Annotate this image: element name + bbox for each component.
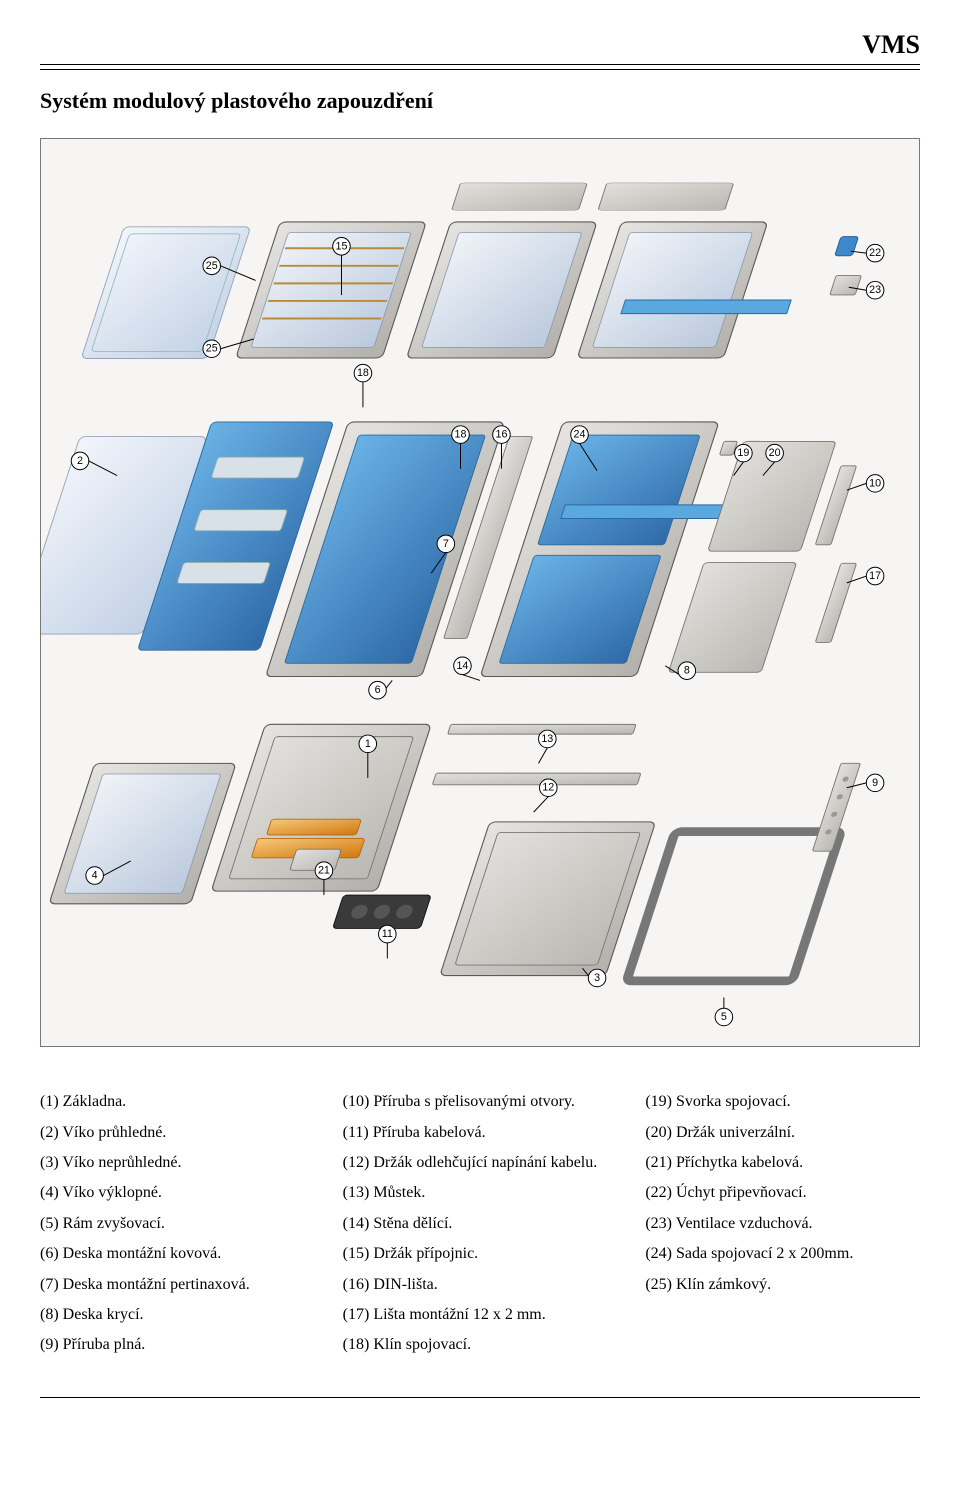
callout-6: 6	[369, 681, 387, 699]
legend-item: (7) Deska montážní pertinaxová.	[40, 1270, 315, 1300]
legend-item: (4) Víko výklopné.	[40, 1178, 315, 1208]
callout-1: 1	[359, 735, 377, 753]
callout-14: 14	[454, 657, 472, 675]
callout-21: 21	[315, 862, 333, 880]
legend-item: (20) Držák univerzální.	[645, 1118, 920, 1148]
svg-text:6: 6	[375, 684, 381, 696]
rule-top-thin	[40, 69, 920, 70]
legend-item: (18) Klín spojovací.	[343, 1330, 618, 1360]
svg-text:12: 12	[542, 782, 554, 794]
svg-text:4: 4	[92, 870, 98, 882]
svg-text:20: 20	[769, 447, 781, 459]
legend-item: (16) DIN-lišta.	[343, 1270, 618, 1300]
legend-item: (12) Držák odlehčující napínání kabelu.	[343, 1148, 618, 1178]
rule-bottom	[40, 1397, 920, 1398]
legend-item: (14) Stěna dělící.	[343, 1209, 618, 1239]
svg-text:25: 25	[206, 343, 218, 355]
callout-17: 17	[866, 567, 884, 585]
legend-item: (6) Deska montážní kovová.	[40, 1239, 315, 1269]
svg-text:22: 22	[869, 247, 881, 259]
svg-text:2: 2	[77, 455, 83, 467]
svg-text:18: 18	[357, 367, 369, 379]
legend-item: (22) Úchyt připevňovací.	[645, 1178, 920, 1208]
svg-text:21: 21	[318, 865, 330, 877]
svg-text:18: 18	[455, 429, 467, 441]
callout-19: 19	[735, 444, 753, 462]
legend-col-3: (19) Svorka spojovací. (20) Držák univer…	[645, 1087, 920, 1361]
callout-9: 9	[866, 774, 884, 792]
legend-item: (25) Klín zámkový.	[645, 1270, 920, 1300]
legend-item: (1) Základna.	[40, 1087, 315, 1117]
callout-5: 5	[715, 1008, 733, 1026]
svg-text:23: 23	[869, 284, 881, 296]
legend-item: (3) Víko neprůhledné.	[40, 1148, 315, 1178]
callout-20: 20	[766, 444, 784, 462]
legend-item: (9) Příruba plná.	[40, 1330, 315, 1360]
svg-text:11: 11	[382, 928, 393, 940]
callout-18: 18	[354, 364, 372, 382]
svg-text:16: 16	[495, 429, 507, 441]
callout-23: 23	[866, 281, 884, 299]
svg-text:17: 17	[869, 570, 881, 582]
legend-item: (15) Držák přípojnic.	[343, 1239, 618, 1269]
callout-24: 24	[571, 426, 589, 444]
svg-text:15: 15	[336, 240, 348, 252]
svg-text:8: 8	[684, 665, 690, 677]
svg-text:10: 10	[869, 477, 881, 489]
callout-12: 12	[540, 779, 558, 797]
legend-item: (19) Svorka spojovací.	[645, 1087, 920, 1117]
legend-item: (24) Sada spojovací 2 x 200mm.	[645, 1239, 920, 1269]
svg-text:14: 14	[456, 660, 468, 672]
legend-item: (21) Příchytka kabelová.	[645, 1148, 920, 1178]
callout-2: 2	[71, 452, 89, 470]
rule-top	[40, 64, 920, 65]
callout-8: 8	[678, 662, 696, 680]
callout-25: 25	[203, 340, 221, 358]
callout-7: 7	[437, 535, 455, 553]
callout-16: 16	[493, 426, 511, 444]
svg-text:1: 1	[365, 738, 371, 750]
exploded-diagram: 2525151822232181624192010717146811312942…	[40, 138, 920, 1047]
legend-item: (5) Rám zvyšovací.	[40, 1209, 315, 1239]
svg-text:24: 24	[574, 429, 586, 441]
brand-label: VMS	[40, 30, 920, 60]
svg-text:5: 5	[721, 1011, 727, 1023]
callout-13: 13	[539, 730, 557, 748]
legend-item: (17) Lišta montážní 12 x 2 mm.	[343, 1300, 618, 1330]
legend-item: (23) Ventilace vzduchová.	[645, 1209, 920, 1239]
legend-item: (2) Víko průhledné.	[40, 1118, 315, 1148]
callout-18: 18	[452, 426, 470, 444]
callout-11: 11	[379, 925, 397, 943]
callout-4: 4	[86, 867, 104, 885]
page-title: Systém modulový plastového zapouzdření	[40, 88, 920, 114]
legend-col-2: (10) Příruba s přelisovanými otvory. (11…	[343, 1087, 618, 1361]
legend-item: (10) Příruba s přelisovanými otvory.	[343, 1087, 618, 1117]
callout-25: 25	[203, 257, 221, 275]
svg-text:19: 19	[737, 447, 749, 459]
svg-text:25: 25	[206, 260, 218, 272]
svg-text:13: 13	[541, 733, 553, 745]
legend-item: (8) Deska krycí.	[40, 1300, 315, 1330]
svg-text:3: 3	[594, 972, 600, 984]
legend-col-1: (1) Základna. (2) Víko průhledné. (3) Ví…	[40, 1087, 315, 1361]
callout-3: 3	[588, 969, 606, 987]
callout-10: 10	[866, 475, 884, 493]
svg-text:9: 9	[872, 777, 878, 789]
callout-22: 22	[866, 244, 884, 262]
legend-item: (11) Příruba kabelová.	[343, 1118, 618, 1148]
legend-item: (13) Můstek.	[343, 1178, 618, 1208]
callout-15: 15	[333, 238, 351, 256]
legend: (1) Základna. (2) Víko průhledné. (3) Ví…	[40, 1087, 920, 1361]
svg-text:7: 7	[443, 538, 449, 550]
